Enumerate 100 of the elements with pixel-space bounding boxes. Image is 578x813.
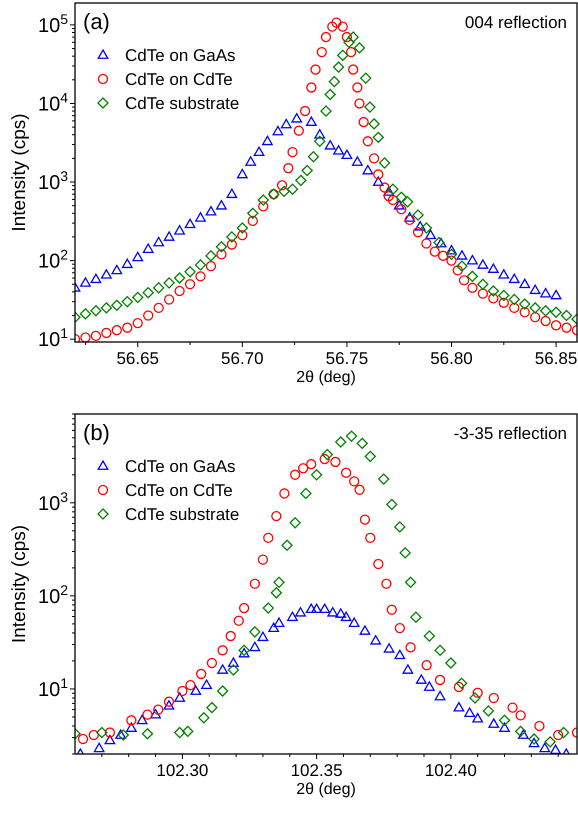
point: [198, 712, 210, 724]
point: [515, 710, 526, 721]
point: [534, 720, 545, 732]
point: [250, 578, 260, 589]
point: [163, 277, 175, 289]
point: [550, 306, 562, 318]
point: [365, 532, 376, 544]
point: [295, 174, 307, 186]
point: [446, 244, 457, 255]
point: [422, 660, 432, 670]
point: [349, 476, 360, 487]
point: [343, 36, 355, 48]
point: [278, 186, 290, 198]
point: [300, 488, 312, 500]
point: [206, 702, 218, 714]
point: [205, 250, 217, 262]
point: [80, 277, 91, 287]
point: [405, 642, 416, 652]
point: [236, 168, 248, 178]
point: [488, 263, 499, 273]
x-tick-label: 56.75: [326, 349, 368, 368]
point: [206, 658, 218, 668]
y-tick-label: 10$^{1}$: [38, 325, 68, 352]
point: [258, 194, 269, 206]
point: [544, 736, 556, 748]
point: [184, 218, 196, 228]
point: [370, 635, 382, 645]
point: [287, 612, 298, 622]
point: [90, 274, 102, 284]
point: [333, 145, 344, 155]
point: [295, 607, 306, 617]
point: [279, 488, 290, 499]
point: [528, 738, 540, 748]
point: [454, 682, 464, 692]
x-tick-label: 56.85: [534, 349, 578, 368]
point: [142, 243, 154, 254]
point: [104, 734, 116, 744]
point: [499, 722, 510, 732]
x-axis-title: 2θ (deg): [296, 369, 356, 386]
point: [386, 498, 398, 510]
point: [247, 208, 258, 219]
point: [308, 151, 320, 162]
point: [254, 146, 264, 156]
point: [126, 715, 137, 726]
point: [378, 473, 390, 485]
point: [122, 296, 133, 308]
point: [332, 61, 344, 73]
point: [314, 136, 326, 147]
point: [174, 225, 185, 235]
point: [394, 623, 405, 634]
point: [78, 734, 88, 744]
point: [335, 608, 346, 618]
legend-label: CdTe on CdTe: [125, 70, 233, 89]
point: [360, 625, 370, 635]
point: [238, 602, 250, 614]
point: [340, 612, 352, 622]
point: [346, 430, 358, 442]
point: [348, 31, 359, 43]
point: [507, 702, 518, 713]
point: [310, 469, 322, 480]
point: [445, 657, 456, 669]
legend-label: CdTe substrate: [125, 94, 240, 113]
point: [88, 730, 99, 740]
point: [514, 726, 526, 738]
point: [290, 470, 300, 480]
point: [182, 726, 194, 738]
point: [185, 680, 196, 690]
point: [194, 259, 206, 271]
point: [302, 164, 313, 176]
point: [90, 305, 102, 316]
point: [164, 231, 175, 241]
point: [111, 264, 122, 274]
point: [228, 664, 240, 676]
point: [216, 685, 228, 697]
y-axis-title: Intensity (cps): [9, 524, 30, 644]
point: [142, 728, 154, 740]
point: [174, 726, 186, 738]
point: [262, 602, 274, 614]
point: [352, 156, 363, 166]
point: [286, 184, 298, 195]
y-tick-label: 10$^{3}$: [38, 168, 68, 194]
point: [560, 310, 572, 322]
legend-label: CdTe substrate: [125, 505, 240, 524]
point: [234, 616, 244, 626]
point: [410, 612, 422, 623]
annotation: -3-35 reflection: [454, 424, 567, 443]
point: [378, 157, 390, 169]
point: [394, 200, 405, 210]
point: [174, 272, 186, 284]
point: [335, 436, 346, 448]
point: [306, 116, 317, 126]
point: [164, 700, 174, 710]
point: [94, 742, 105, 752]
annotation: 004 reflection: [464, 13, 567, 32]
point: [453, 702, 464, 712]
point: [508, 274, 520, 284]
point: [190, 685, 202, 695]
point: [324, 140, 336, 150]
point: [268, 622, 280, 632]
point: [174, 692, 186, 702]
